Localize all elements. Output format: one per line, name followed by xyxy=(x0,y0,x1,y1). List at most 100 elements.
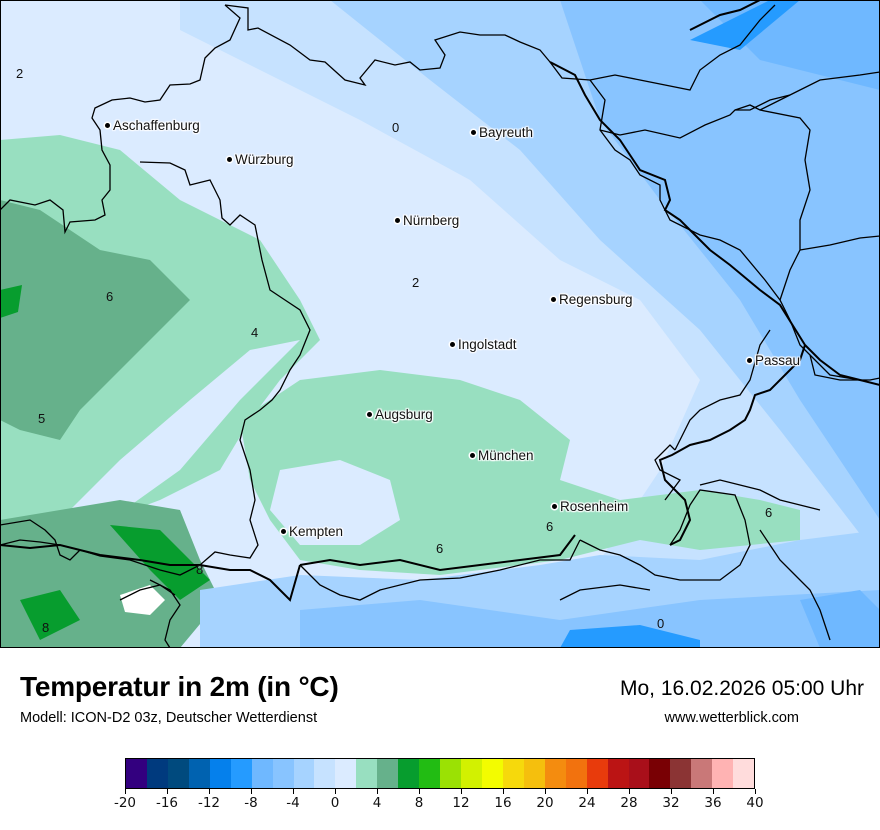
city-label: Augsburg xyxy=(375,407,433,422)
colorbar-tick xyxy=(460,789,462,794)
isotherm-label: 6 xyxy=(106,289,114,304)
city-regensburg: Regensburg xyxy=(551,292,633,307)
colorbar-segment xyxy=(544,759,566,788)
website-link[interactable]: www.wetterblick.com xyxy=(664,710,799,726)
colorbar xyxy=(125,758,755,789)
colorbar-segment xyxy=(419,759,441,788)
colorbar-ticks: -20 -16 -12 -8 -4 0 4 8 12 16 20 24 28 32 36 40 xyxy=(114,789,764,819)
colorbar-segment xyxy=(712,759,734,788)
city-bayreuth: Bayreuth xyxy=(471,125,533,140)
colorbar-tick xyxy=(292,789,294,794)
colorbar-segment xyxy=(649,759,671,788)
city-wurzburg: Würzburg xyxy=(227,152,294,167)
valid-datetime: Mo, 16.02.2026 05:00 Uhr xyxy=(619,677,864,700)
city-kempten: Kempten xyxy=(281,524,343,539)
colorbar-tick xyxy=(124,789,126,794)
colorbar-tick-label: 36 xyxy=(704,795,722,811)
colorbar-segment xyxy=(628,759,650,788)
colorbar-tick-label: 16 xyxy=(494,795,512,811)
colorbar-segment xyxy=(251,759,273,788)
colorbar-tick-label: -4 xyxy=(286,795,300,811)
city-dot-icon xyxy=(367,412,372,417)
temperature-map: Aschaffenburg Würzburg Bayreuth Nürnberg… xyxy=(0,0,880,648)
colorbar-segment xyxy=(146,759,168,788)
city-dot-icon xyxy=(747,358,752,363)
city-label: Kempten xyxy=(289,524,344,539)
isotherm-label: 8 xyxy=(196,562,204,577)
colorbar-tick xyxy=(166,789,168,794)
colorbar-tick xyxy=(712,789,714,794)
city-rosenheim: Rosenheim xyxy=(552,499,628,514)
city-nurnberg: Nürnberg xyxy=(395,213,459,228)
colorbar-segment xyxy=(691,759,713,788)
isotherm-label: 2 xyxy=(16,66,24,81)
colorbar-segment xyxy=(293,759,315,788)
city-dot-icon xyxy=(281,529,286,534)
colorbar-segment xyxy=(733,759,755,788)
colorbar-tick-label: -12 xyxy=(197,795,221,811)
colorbar-tick-label: 8 xyxy=(414,795,424,811)
colorbar-tick-label: 40 xyxy=(746,795,764,811)
city-augsburg: Augsburg xyxy=(367,407,433,422)
colorbar-segment xyxy=(607,759,629,788)
colorbar-tick xyxy=(418,789,420,794)
city-dot-icon xyxy=(470,453,475,458)
colorbar-segment xyxy=(335,759,357,788)
isotherm-label: 6 xyxy=(436,541,444,556)
colorbar-segment xyxy=(523,759,545,788)
colorbar-tick xyxy=(670,789,672,794)
colorbar-segment xyxy=(272,759,294,788)
city-label: Nürnberg xyxy=(403,213,460,228)
colorbar-tick xyxy=(754,789,756,794)
city-label: Bayreuth xyxy=(479,125,534,140)
city-label: München xyxy=(478,448,534,463)
isotherm-label: 0 xyxy=(392,120,400,135)
colorbar-segment xyxy=(188,759,210,788)
colorbar-tick xyxy=(502,789,504,794)
city-aschaffenburg: Aschaffenburg xyxy=(105,118,200,133)
isotherm-label: 6 xyxy=(546,519,554,534)
isotherm-label: 8 xyxy=(42,620,50,635)
colorbar-tick xyxy=(376,789,378,794)
city-dot-icon xyxy=(471,130,476,135)
city-label: Ingolstadt xyxy=(458,337,517,352)
model-subtitle: Modell: ICON-D2 03z, Deutscher Wetterdie… xyxy=(20,710,318,726)
colorbar-tick-label: 24 xyxy=(578,795,596,811)
colorbar-tick-label: 0 xyxy=(330,795,340,811)
map-field xyxy=(0,0,880,648)
isotherm-label: 4 xyxy=(251,325,259,340)
city-label: Passau xyxy=(755,353,801,368)
colorbar-segment xyxy=(586,759,608,788)
city-label: Würzburg xyxy=(235,152,294,167)
colorbar-tick-label: 20 xyxy=(536,795,554,811)
city-dot-icon xyxy=(105,123,110,128)
city-dot-icon xyxy=(227,157,232,162)
colorbar-segment xyxy=(440,759,461,788)
city-munchen: München xyxy=(470,448,534,463)
colorbar-tick xyxy=(544,789,546,794)
colorbar-tick-label: 32 xyxy=(662,795,680,811)
colorbar-segment xyxy=(377,759,399,788)
chart-title: Temperatur in 2m (in °C) xyxy=(20,671,339,702)
city-dot-icon xyxy=(552,504,557,509)
colorbar-tick-label: -20 xyxy=(113,795,137,811)
colorbar-segment xyxy=(126,759,147,788)
colorbar-tick-label: 12 xyxy=(452,795,470,811)
isotherm-label: 6 xyxy=(765,505,773,520)
colorbar-segment xyxy=(230,759,252,788)
colorbar-segment xyxy=(481,759,503,788)
colorbar-tick xyxy=(628,789,630,794)
colorbar-segment xyxy=(502,759,524,788)
colorbar-tick xyxy=(586,789,588,794)
colorbar-segment xyxy=(356,759,378,788)
city-passau: Passau xyxy=(747,353,800,368)
colorbar-tick-label: -8 xyxy=(244,795,258,811)
isotherm-label: 5 xyxy=(38,411,46,426)
colorbar-tick xyxy=(250,789,252,794)
colorbar-tick xyxy=(208,789,210,794)
colorbar-segment xyxy=(670,759,692,788)
colorbar-segment xyxy=(314,759,336,788)
city-dot-icon xyxy=(395,218,400,223)
isotherm-label: 0 xyxy=(657,616,665,631)
city-label: Rosenheim xyxy=(560,499,629,514)
